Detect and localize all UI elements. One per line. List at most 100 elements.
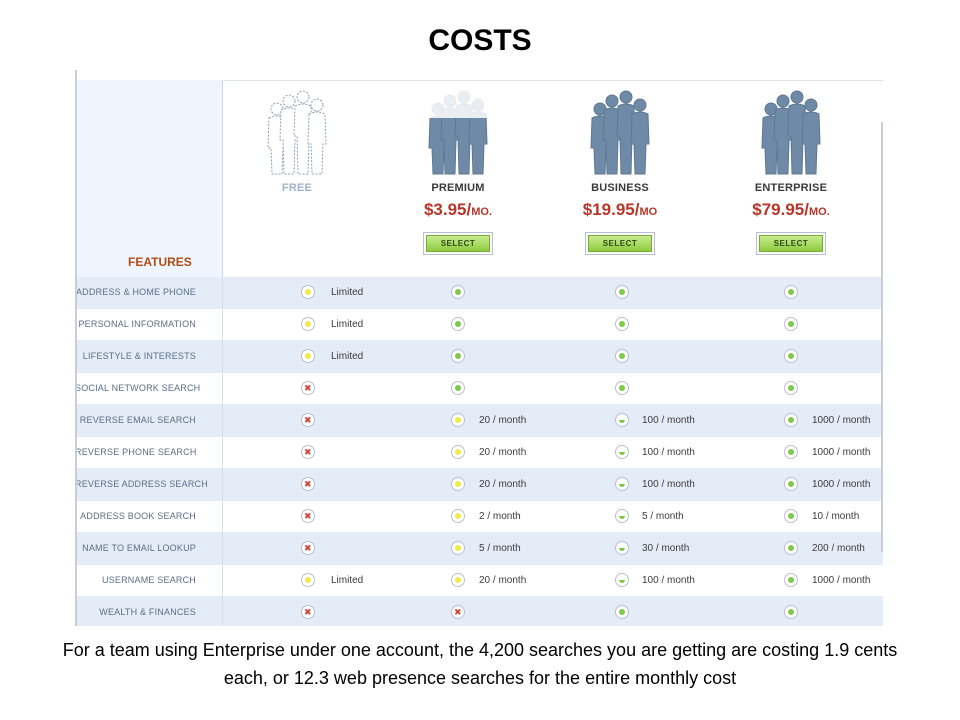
table-row: ADDRESS BOOK SEARCH 2 / month 5 / month 10 … xyxy=(75,501,883,533)
features-header-cell xyxy=(75,80,223,277)
table-row: PERSONAL INFORMATION Limited xyxy=(75,309,883,341)
yellow-dot-icon xyxy=(451,541,465,555)
column-divider xyxy=(222,309,223,340)
plan-name: BUSINESS xyxy=(591,182,649,194)
cell-value: 20 / month xyxy=(479,415,527,426)
green-dot-icon xyxy=(615,285,629,299)
x-mark-icon xyxy=(301,477,315,491)
people-group-icon xyxy=(418,90,498,175)
panel-border-right xyxy=(881,122,883,552)
yellow-dot-icon xyxy=(451,509,465,523)
green-dot-icon xyxy=(784,541,798,555)
feature-name: ADDRESS BOOK SEARCH xyxy=(80,511,196,521)
green-dot-icon xyxy=(784,477,798,491)
feature-name: REVERSE EMAIL SEARCH xyxy=(79,415,196,425)
half-dot-icon xyxy=(615,477,629,491)
table-top-border xyxy=(75,80,883,81)
table-row: NAME TO EMAIL LOOKUP 5 / month 30 / month 2… xyxy=(75,533,883,565)
column-divider xyxy=(222,405,223,436)
slide-caption: For a team using Enterprise under one ac… xyxy=(62,640,898,688)
cell-value: 200 / month xyxy=(812,543,865,554)
green-dot-icon xyxy=(784,413,798,427)
half-dot-icon xyxy=(615,541,629,555)
cell-value: 1000 / month xyxy=(812,479,871,490)
cell-value: Limited xyxy=(331,287,364,298)
column-divider xyxy=(222,469,223,500)
yellow-dot-icon xyxy=(451,573,465,587)
green-dot-icon xyxy=(784,349,798,363)
half-dot-icon xyxy=(615,445,629,459)
table-row: LIFESTYLE & INTERESTS Limited xyxy=(75,341,883,373)
green-dot-icon xyxy=(784,605,798,619)
x-mark-icon xyxy=(301,445,315,459)
green-dot-icon xyxy=(784,381,798,395)
green-dot-icon xyxy=(615,381,629,395)
feature-rows: ADDRESS & HOME PHONE Limited PERSONAL INFO… xyxy=(75,277,883,626)
green-dot-icon xyxy=(451,349,465,363)
select-enterprise-button[interactable]: SELECT xyxy=(756,232,826,255)
table-row: REVERSE ADDRESS SEARCH 20 / month 100 / mo… xyxy=(75,469,883,501)
cell-value: 2 / month xyxy=(479,511,521,522)
cell-value: 100 / month xyxy=(642,575,695,586)
feature-name: REVERSE PHONE SEARCH xyxy=(75,447,197,457)
plan-name: FREE xyxy=(281,182,313,194)
half-dot-icon xyxy=(615,509,629,523)
cell-value: 20 / month xyxy=(479,575,527,586)
cell-value: 5 / month xyxy=(479,543,521,554)
yellow-dot-icon xyxy=(451,477,465,491)
slide-title: COSTS xyxy=(428,24,532,57)
yellow-dot-icon xyxy=(301,285,315,299)
table-row: ADDRESS & HOME PHONE Limited xyxy=(75,277,883,309)
yellow-dot-icon xyxy=(451,413,465,427)
table-row: USERNAME SEARCH Limited 20 / month 100 / mo… xyxy=(75,565,883,597)
green-dot-icon xyxy=(784,285,798,299)
cell-value: 1000 / month xyxy=(812,447,871,458)
half-dot-icon xyxy=(615,573,629,587)
select-premium-button[interactable]: SELECT xyxy=(423,232,493,255)
plan-enterprise: ENTERPRISE $79.95/MO. SELECT xyxy=(711,90,871,255)
feature-name: WEALTH & FINANCES xyxy=(99,607,196,617)
x-mark-icon xyxy=(301,509,315,523)
plan-name: PREMIUM xyxy=(431,182,485,194)
cell-value: 100 / month xyxy=(642,479,695,490)
people-group-icon xyxy=(761,90,821,175)
green-dot-icon xyxy=(451,381,465,395)
people-group-icon xyxy=(267,90,327,175)
yellow-dot-icon xyxy=(301,349,315,363)
cell-value: 20 / month xyxy=(479,447,527,458)
feature-name: NAME TO EMAIL LOOKUP xyxy=(82,543,196,553)
feature-name: ADDRESS & HOME PHONE xyxy=(75,287,196,297)
people-group-icon xyxy=(590,90,650,175)
cell-value: Limited xyxy=(331,351,364,362)
cell-value: 20 / month xyxy=(479,479,527,490)
green-dot-icon xyxy=(784,509,798,523)
green-dot-icon xyxy=(784,317,798,331)
feature-name: REVERSE ADDRESS SEARCH xyxy=(75,479,208,489)
yellow-dot-icon xyxy=(301,573,315,587)
yellow-dot-icon xyxy=(451,445,465,459)
green-dot-icon xyxy=(615,349,629,363)
green-dot-icon xyxy=(451,285,465,299)
x-mark-icon xyxy=(301,605,315,619)
green-dot-icon xyxy=(451,317,465,331)
x-mark-icon xyxy=(301,541,315,555)
table-row: REVERSE PHONE SEARCH 20 / month 100 / mont… xyxy=(75,437,883,469)
cell-value: 5 / month xyxy=(642,511,684,522)
column-divider xyxy=(222,565,223,596)
plan-price: $3.95/MO. xyxy=(423,200,493,219)
column-divider xyxy=(222,341,223,372)
yellow-dot-icon xyxy=(301,317,315,331)
features-label: FEATURES xyxy=(128,255,192,269)
column-divider xyxy=(222,501,223,532)
plan-premium: PREMIUM $3.95/MO. SELECT xyxy=(378,90,538,255)
cell-value: 1000 / month xyxy=(812,415,871,426)
feature-name: USERNAME SEARCH xyxy=(101,575,196,585)
panel-border-left xyxy=(75,70,77,626)
plan-name: ENTERPRISE xyxy=(754,182,828,194)
plan-price: $19.95/MO xyxy=(582,200,658,219)
column-divider xyxy=(222,277,223,308)
cell-value: Limited xyxy=(331,575,364,586)
select-business-button[interactable]: SELECT xyxy=(585,232,655,255)
green-dot-icon xyxy=(784,573,798,587)
cell-value: 100 / month xyxy=(642,415,695,426)
